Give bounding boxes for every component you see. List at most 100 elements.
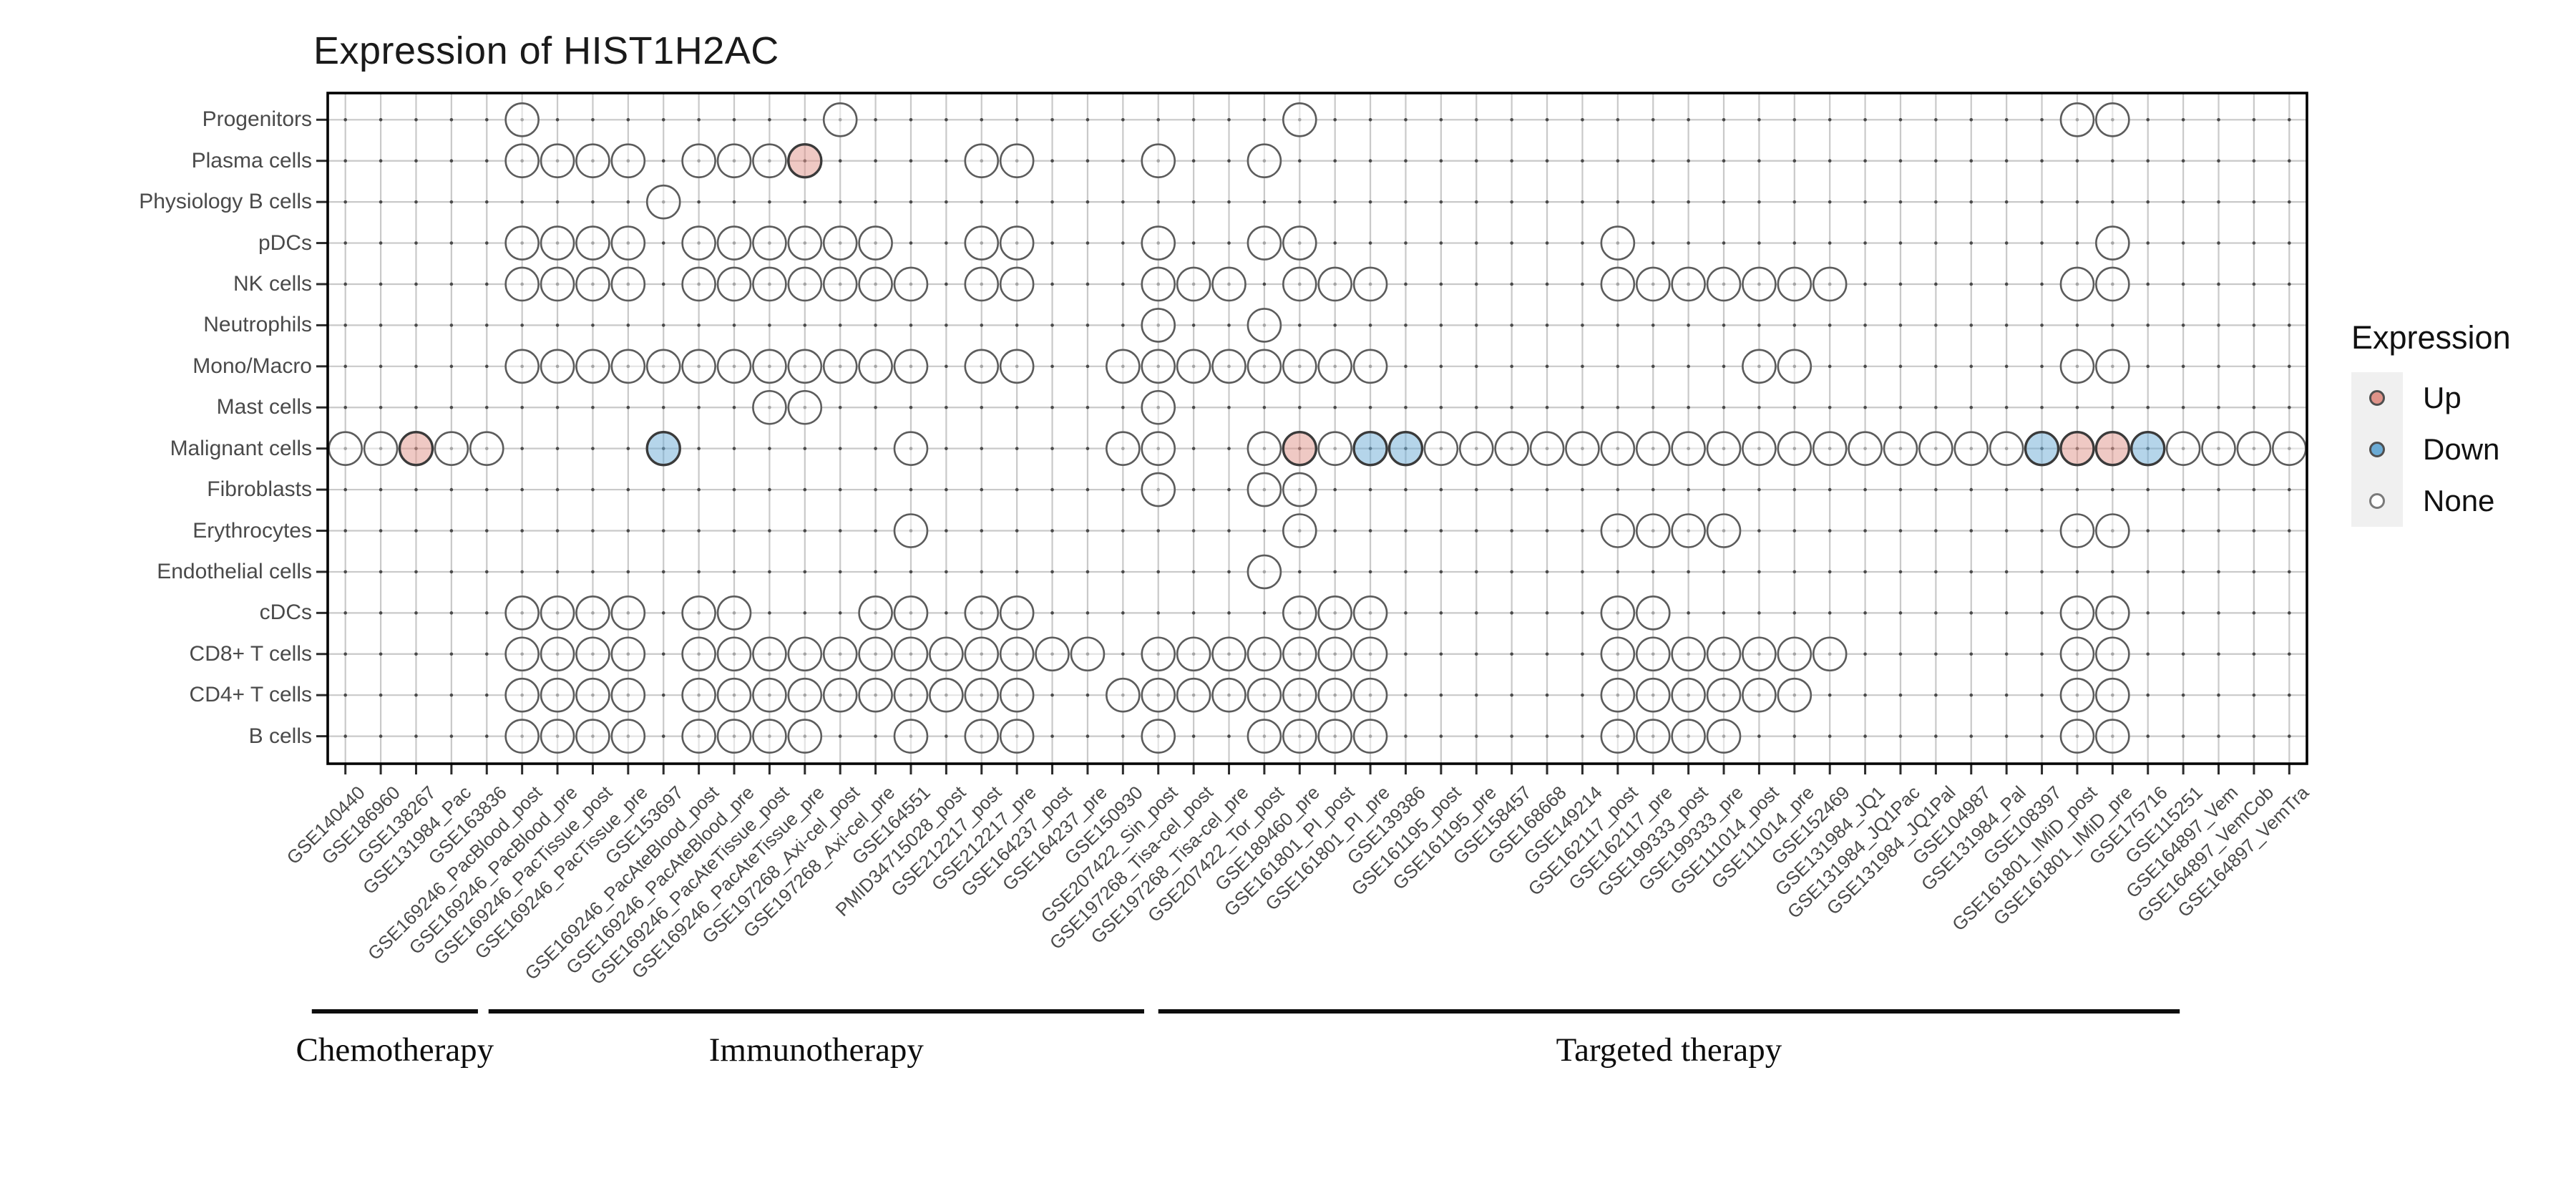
expression-dot-none xyxy=(964,143,1000,179)
expression-dot-none xyxy=(1600,431,1636,466)
expression-dot-none xyxy=(1777,266,1813,302)
expression-dot-none xyxy=(1671,719,1706,754)
expression-dot-none xyxy=(1352,636,1388,672)
expression-dot-none xyxy=(964,596,1000,631)
expression-dot-none xyxy=(645,349,681,384)
expression-dot-none xyxy=(2059,719,2095,754)
expression-dot-none xyxy=(1671,636,1706,672)
legend-item-none: None xyxy=(2351,475,2511,527)
expression-dot-none xyxy=(1106,431,1141,466)
expression-dot-none xyxy=(1282,636,1317,672)
expression-dot-none xyxy=(575,596,610,631)
expression-dot-none xyxy=(1529,431,1565,466)
expression-dot-none xyxy=(363,431,399,466)
expression-dot-none xyxy=(787,266,823,302)
expression-dot-none xyxy=(1282,472,1317,507)
expression-dot-none xyxy=(1141,349,1176,384)
expression-dot-none xyxy=(716,143,752,179)
legend-item-label: Down xyxy=(2423,432,2500,466)
expression-dot-none xyxy=(1282,102,1317,137)
expression-dot-none xyxy=(1282,719,1317,754)
expression-dot-none xyxy=(1671,266,1706,302)
expression-dot-none xyxy=(1423,431,1459,466)
y-tick-label: CD8+ T cells xyxy=(189,641,312,666)
expression-dot-none xyxy=(1246,308,1282,343)
expression-dot-none xyxy=(1848,431,1883,466)
y-tick-label: Endothelial cells xyxy=(157,559,312,583)
expression-dot-none xyxy=(1635,677,1671,713)
expression-dot-none xyxy=(822,266,858,302)
expression-dot-none xyxy=(1635,596,1671,631)
y-tick-label: B cells xyxy=(248,724,312,748)
expression-dot-none xyxy=(787,389,823,425)
y-tick-label: Progenitors xyxy=(202,107,312,132)
y-tick-label: Fibroblasts xyxy=(207,477,312,502)
expression-dot-none xyxy=(1246,554,1282,590)
group-label-chemotherapy: Chemotherapy xyxy=(296,1031,494,1069)
expression-dot-none xyxy=(645,184,681,220)
expression-dot-none xyxy=(1600,225,1636,261)
expression-dot-none xyxy=(681,596,716,631)
expression-dot-none xyxy=(1246,472,1282,507)
expression-dot-none xyxy=(1070,636,1106,672)
expression-dot-none xyxy=(1352,719,1388,754)
expression-dot-none xyxy=(1742,636,1777,672)
expression-dot-none xyxy=(964,225,1000,261)
expression-dot-none xyxy=(504,636,540,672)
expression-dot-none xyxy=(893,513,929,548)
expression-dot-none xyxy=(610,636,646,672)
expression-dot-none xyxy=(822,677,858,713)
expression-dot-none xyxy=(1494,431,1529,466)
expression-dot-none xyxy=(1317,266,1352,302)
expression-dot-none xyxy=(504,677,540,713)
legend-item-label: Up xyxy=(2423,381,2462,414)
none-dot-icon xyxy=(2369,493,2385,509)
expression-dot-none xyxy=(610,677,646,713)
expression-dot-none xyxy=(1812,636,1848,672)
y-tick-label: Neutrophils xyxy=(203,313,312,337)
expression-dot-none xyxy=(1141,719,1176,754)
expression-dot-none xyxy=(752,266,787,302)
expression-dot-none xyxy=(1282,349,1317,384)
expression-dot-none xyxy=(1176,677,1211,713)
expression-dot-none xyxy=(964,677,1000,713)
expression-dot-none xyxy=(1600,596,1636,631)
expression-dot-none xyxy=(893,719,929,754)
expression-dot-up xyxy=(2094,430,2131,467)
expression-dot-none xyxy=(1352,266,1388,302)
expression-dot-none xyxy=(1282,513,1317,548)
expression-dot-none xyxy=(999,677,1035,713)
expression-dot-none xyxy=(1317,719,1352,754)
expression-dot-none xyxy=(1317,349,1352,384)
expression-dot-none xyxy=(575,266,610,302)
expression-dot-none xyxy=(1211,677,1246,713)
y-tick-label: Physiology B cells xyxy=(139,190,312,214)
expression-dot-none xyxy=(1141,431,1176,466)
expression-dot-none xyxy=(1176,636,1211,672)
y-tick-label: CD4+ T cells xyxy=(189,683,312,707)
expression-dot-none xyxy=(1317,431,1352,466)
expression-dot-none xyxy=(716,636,752,672)
expression-dot-none xyxy=(999,719,1035,754)
expression-dot-none xyxy=(858,636,893,672)
expression-dot-none xyxy=(1600,636,1636,672)
expression-dot-none xyxy=(1141,143,1176,179)
expression-dot-none xyxy=(1141,389,1176,425)
expression-dot-none xyxy=(2059,636,2095,672)
expression-dot-none xyxy=(1706,431,1742,466)
expression-dot-none xyxy=(504,225,540,261)
expression-dot-none xyxy=(328,431,363,466)
expression-dot-none xyxy=(964,349,1000,384)
expression-dot-none xyxy=(681,349,716,384)
expression-dot-none xyxy=(1141,225,1176,261)
expression-dot-none xyxy=(2236,431,2272,466)
expression-dot-none xyxy=(787,349,823,384)
expression-dot-none xyxy=(1600,513,1636,548)
expression-dot-none xyxy=(540,143,575,179)
expression-dot-up xyxy=(1282,430,1318,467)
expression-dot-none xyxy=(1246,636,1282,672)
expression-dot-none xyxy=(504,719,540,754)
expression-dot-none xyxy=(822,349,858,384)
expression-dot-none xyxy=(787,719,823,754)
expression-dot-none xyxy=(1706,677,1742,713)
